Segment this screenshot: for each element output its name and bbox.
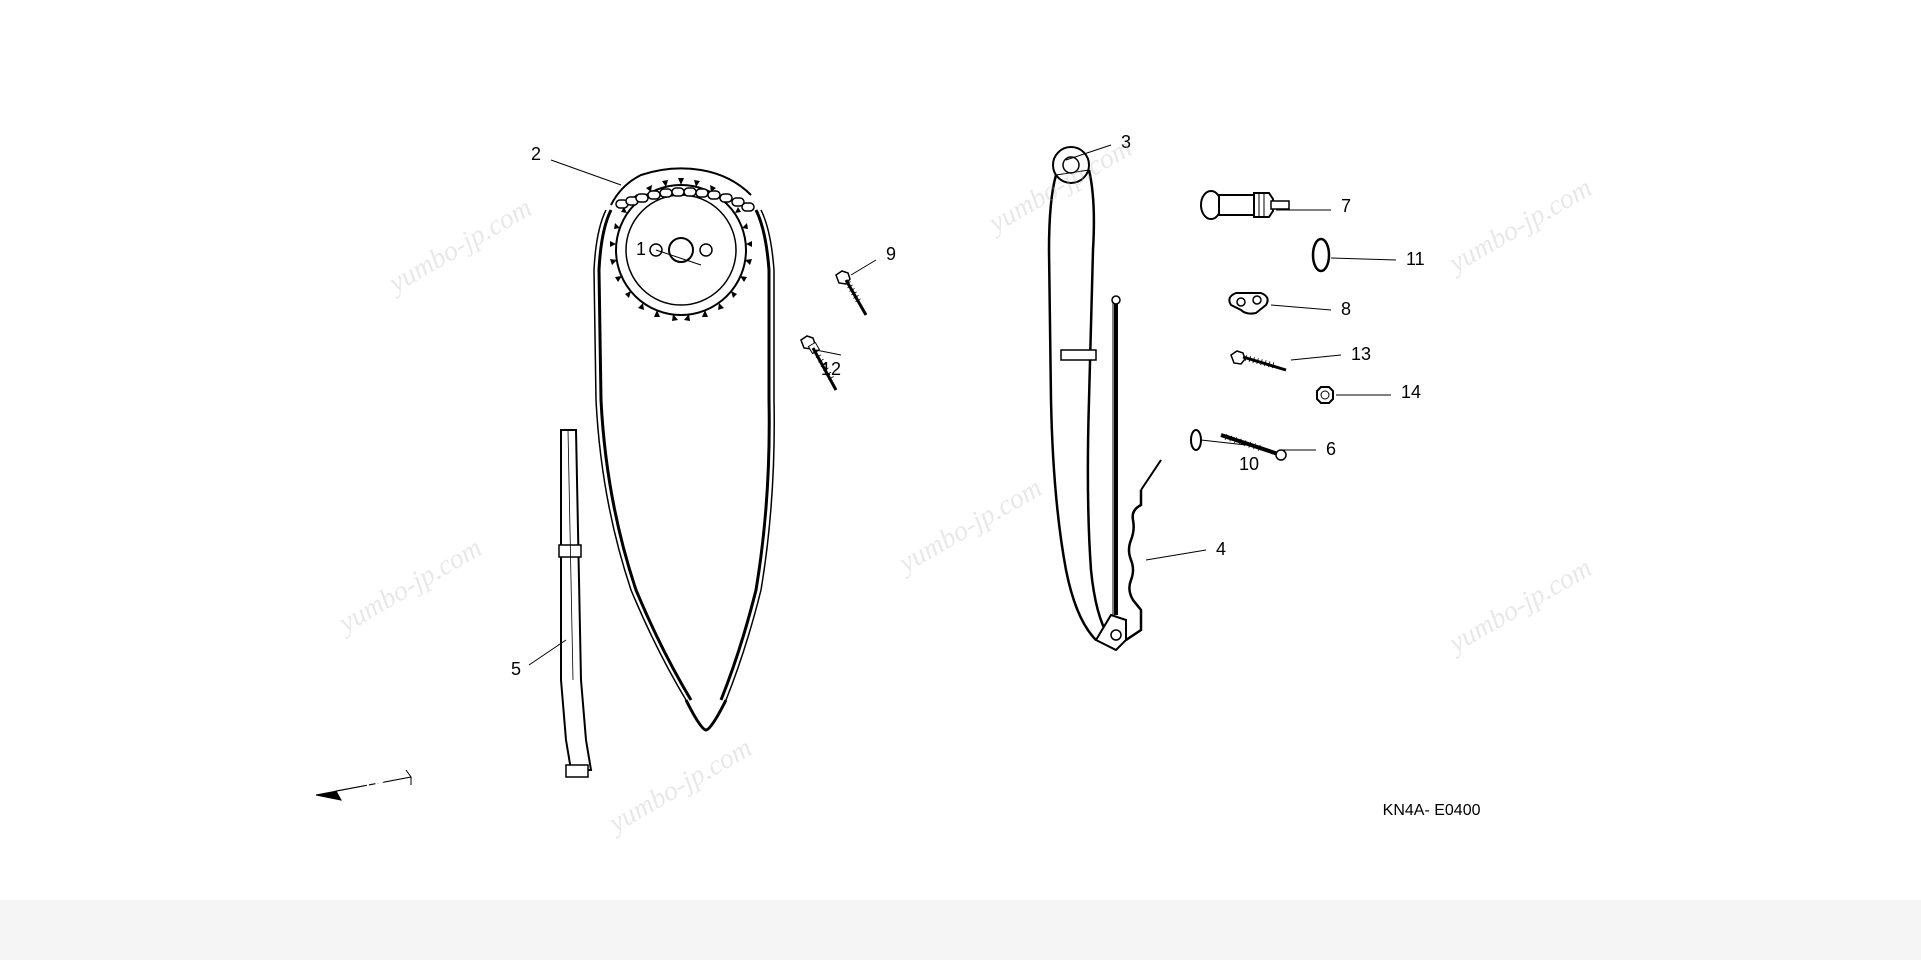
diagram-panel: yumbo-jp.com yumbo-jp.com yumbo-jp.com y… [0, 0, 1921, 900]
cam-chain-part [594, 168, 774, 730]
part-ref-11[interactable]: 11 [1406, 249, 1425, 269]
bolt-13-part [1231, 351, 1286, 370]
diagram-container: yumbo-jp.com yumbo-jp.com yumbo-jp.com y… [261, 50, 1661, 850]
part-ref-6[interactable]: 6 [1326, 439, 1336, 459]
part-ref-9[interactable]: 9 [886, 244, 896, 264]
oring-part [1313, 239, 1329, 271]
part-ref-12[interactable]: 12 [821, 359, 841, 379]
part-ref-3[interactable]: 3 [1121, 132, 1131, 152]
bolt-9-part [836, 271, 866, 315]
chain-guide-part [559, 430, 591, 777]
part-ref-2[interactable]: 2 [531, 144, 541, 164]
front-direction-indicator: FR. [311, 765, 431, 810]
part-ref-5[interactable]: 5 [511, 659, 521, 679]
nut-14-part [1317, 387, 1333, 403]
part-ref-8[interactable]: 8 [1341, 299, 1351, 319]
part-ref-1[interactable]: 1 [636, 239, 646, 259]
diagram-code: KN4A- E0400 [1383, 802, 1481, 820]
washer-10-part [1191, 430, 1201, 450]
main-content: yumbo-jp.com yumbo-jp.com yumbo-jp.com y… [0, 0, 1921, 900]
part-ref-10[interactable]: 10 [1239, 454, 1259, 474]
plate-part [1229, 293, 1267, 314]
parts-diagram-svg: 1 2 3 4 5 6 7 8 9 10 11 12 13 14 [261, 50, 1661, 850]
part-ref-13[interactable]: 13 [1351, 344, 1371, 364]
fr-label: FR. [366, 774, 389, 790]
tensioner-bolt-part [1201, 191, 1289, 219]
tensioner-spring-part [1126, 460, 1161, 640]
tensioner-arm-part [1049, 147, 1126, 650]
part-ref-4[interactable]: 4 [1216, 539, 1226, 559]
part-ref-14[interactable]: 14 [1401, 382, 1421, 402]
part-ref-7[interactable]: 7 [1341, 196, 1351, 216]
